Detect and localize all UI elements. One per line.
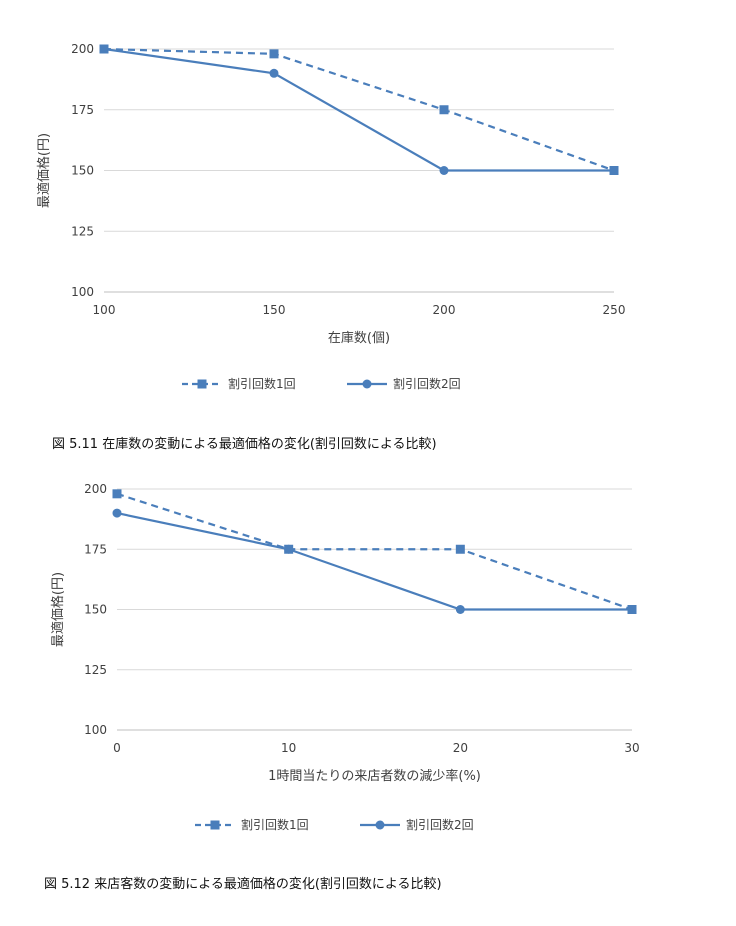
data-point-circle: [609, 166, 619, 175]
x-tick-label: 250: [603, 303, 626, 317]
legend-label: 割引回数1回: [241, 817, 309, 832]
data-point-circle: [439, 166, 449, 175]
y-tick-label: 175: [71, 103, 94, 117]
data-point-square: [455, 544, 465, 554]
x-tick-label: 0: [113, 741, 121, 755]
legend-marker-circle: [375, 820, 385, 830]
y-tick-label: 150: [71, 164, 94, 178]
data-point-square: [269, 49, 279, 59]
y-axis-title: 最適価格(円): [36, 133, 52, 208]
data-point-circle: [99, 44, 109, 54]
data-point-circle: [455, 605, 465, 614]
x-tick-label: 10: [281, 741, 296, 755]
chart-inventory: 100 125 150 175 200 100 150 200 250 在庫数(個) 最適価格(円)…: [36, 42, 626, 391]
legend-marker-circle: [362, 379, 372, 389]
legend-marker-square: [210, 820, 220, 830]
x-axis-title: 1時間当たりの来店者数の減少率(%): [268, 768, 481, 784]
y-tick-label: 200: [84, 482, 107, 496]
y-tick-label: 175: [84, 542, 107, 556]
y-tick-label: 100: [71, 285, 94, 299]
figure-caption-5-11: 図 5.11 在庫数の変動による最適価格の変化(割引回数による比較): [52, 437, 437, 452]
data-point-circle: [269, 68, 279, 78]
x-tick-label: 150: [263, 303, 286, 317]
x-tick-label: 200: [433, 303, 456, 317]
data-point-circle: [112, 508, 122, 518]
y-tick-label: 100: [84, 723, 107, 737]
figure-caption-5-12: 図 5.12 来店客数の変動による最適価格の変化(割引回数による比較): [44, 877, 442, 892]
chart-customers: 100 125 150 175 200 0 10 20 30 1時間当たりの来店者数の減少率(%)…: [50, 482, 640, 832]
y-axis-title: 最適価格(円): [50, 572, 66, 647]
data-point-circle: [284, 544, 294, 554]
x-tick-label: 20: [453, 741, 468, 755]
data-point-square: [112, 489, 122, 499]
y-tick-label: 150: [84, 603, 107, 617]
y-tick-label: 125: [71, 224, 94, 238]
y-tick-label: 200: [71, 42, 94, 56]
legend-marker-square: [197, 379, 207, 389]
data-point-circle: [627, 605, 637, 614]
legend-label: 割引回数2回: [393, 376, 461, 391]
series-line-solid: [116, 512, 632, 611]
series-line-solid: [103, 47, 614, 172]
series-line-dashed: [116, 492, 633, 611]
y-tick-label: 125: [84, 663, 107, 677]
legend-label: 割引回数2回: [406, 817, 474, 832]
series-line-dashed: [103, 47, 615, 172]
legend-label: 割引回数1回: [228, 376, 296, 391]
data-point-square: [439, 105, 449, 115]
x-tick-label: 30: [624, 741, 639, 755]
x-axis-title: 在庫数(個): [328, 331, 390, 346]
x-tick-label: 100: [93, 303, 116, 317]
